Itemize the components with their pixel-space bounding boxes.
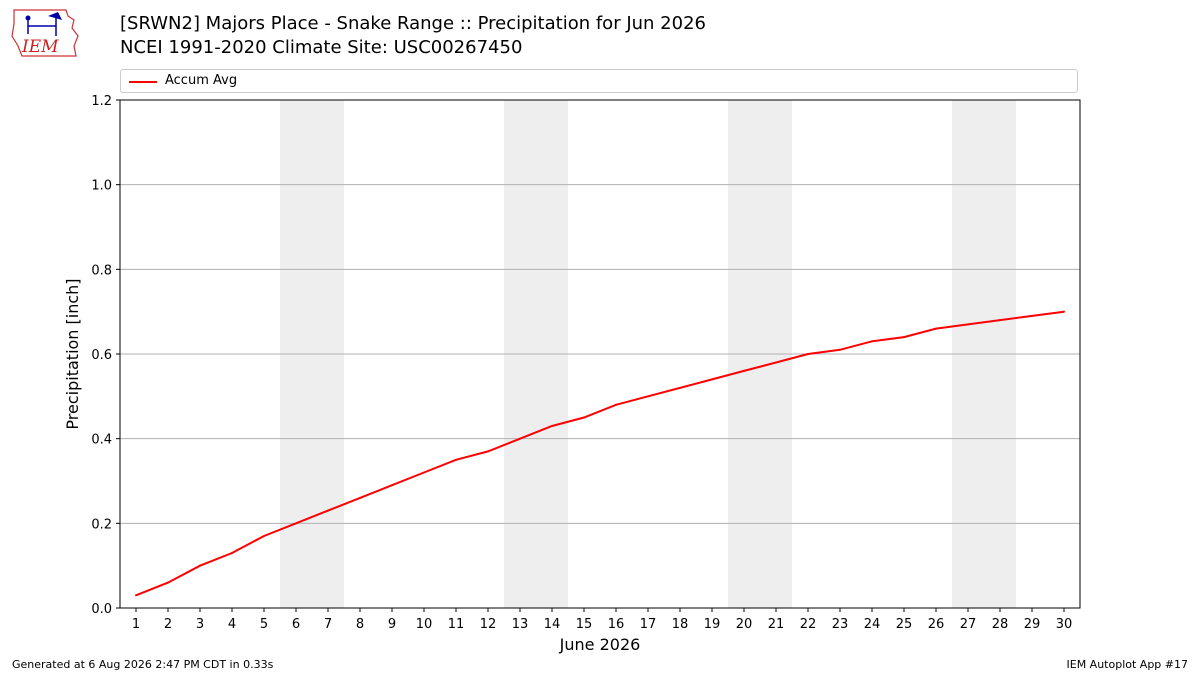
data-point-14 (583, 416, 585, 419)
x-tick-label-29: 30 (1056, 617, 1073, 632)
x-tick-label-17: 18 (672, 617, 689, 632)
data-point-1 (167, 581, 169, 584)
y-tick-label-3: 0.6 (91, 348, 112, 363)
data-point-23 (871, 340, 873, 343)
x-tick-label-22: 23 (832, 617, 849, 632)
data-point-16 (647, 395, 649, 398)
logo-text: IEM (21, 37, 59, 57)
data-point-24 (903, 336, 905, 339)
x-tick-label-2: 3 (196, 617, 204, 632)
data-point-20 (775, 361, 777, 364)
legend-label-accum-avg: Accum Avg (165, 73, 238, 88)
x-tick-label-18: 19 (704, 617, 721, 632)
x-tick-label-11: 12 (480, 617, 497, 632)
iem-logo: IEM (11, 9, 79, 57)
data-point-21 (807, 353, 809, 355)
x-tick-label-13: 14 (544, 617, 561, 632)
legend-swatch-accum-avg (129, 81, 157, 83)
data-point-15 (615, 403, 617, 406)
data-point-11 (487, 450, 489, 453)
data-point-19 (743, 369, 745, 372)
y-tick-label-6: 1.2 (91, 94, 112, 109)
x-tick-label-1: 2 (164, 617, 172, 632)
x-tick-label-16: 17 (640, 617, 657, 632)
data-point-0 (135, 594, 137, 597)
x-tick-label-23: 24 (864, 617, 881, 632)
x-tick-label-12: 13 (512, 617, 529, 632)
x-tick-label-7: 8 (356, 617, 364, 632)
data-point-13 (551, 424, 553, 427)
x-tick-label-20: 21 (768, 617, 785, 632)
x-tick-label-27: 28 (992, 617, 1009, 632)
data-point-17 (679, 386, 681, 389)
x-tick-label-24: 25 (896, 617, 913, 632)
grid-lines (120, 99, 1080, 609)
chart-title: [SRWN2] Majors Place - Snake Range :: Pr… (120, 13, 706, 34)
x-tick-label-14: 15 (576, 617, 593, 632)
x-tick-label-5: 6 (292, 617, 300, 632)
x-tick-label-10: 11 (448, 617, 465, 632)
x-tick-label-6: 7 (324, 617, 332, 632)
data-point-29 (1063, 310, 1065, 313)
y-tick-label-1: 0.2 (91, 517, 112, 532)
y-tick-label-4: 0.8 (91, 263, 112, 278)
x-tick-label-19: 20 (736, 617, 753, 632)
x-tick-label-28: 29 (1024, 617, 1041, 632)
footer-generated: Generated at 6 Aug 2026 2:47 PM CDT in 0… (12, 658, 274, 671)
data-point-6 (327, 509, 329, 512)
y-tick-label-5: 1.0 (91, 179, 112, 194)
data-point-27 (999, 319, 1001, 322)
x-tick-label-8: 9 (388, 617, 396, 632)
legend: Accum Avg (120, 69, 1078, 93)
x-tick-label-21: 22 (800, 617, 817, 632)
data-point-28 (1031, 314, 1033, 317)
x-tick-label-0: 1 (132, 617, 140, 632)
data-point-2 (199, 564, 201, 567)
data-point-8 (391, 484, 393, 487)
data-point-9 (423, 471, 425, 474)
series-line-accum-avg (135, 310, 1065, 597)
y-axis-label: Precipitation [inch] (63, 278, 82, 429)
x-axis-label: June 2026 (559, 635, 641, 654)
data-point-26 (967, 323, 969, 326)
x-tick-label-26: 27 (960, 617, 977, 632)
x-axis: 1 2 3 4 5 6 7 8 9 10 11 12 13 14 15 16 17 18 19 20 21 22 23 24 2… (132, 608, 1072, 632)
chart-subtitle: NCEI 1991-2020 Climate Site: USC00267450 (120, 37, 523, 58)
data-point-25 (935, 327, 937, 330)
data-point-18 (711, 378, 713, 381)
data-point-12 (519, 437, 521, 440)
data-point-4 (263, 535, 265, 538)
footer-app: IEM Autoplot App #17 (1066, 658, 1189, 671)
x-tick-label-3: 4 (228, 617, 236, 632)
data-point-5 (295, 522, 297, 525)
data-point-22 (839, 348, 841, 351)
series-layer (135, 310, 1065, 597)
data-point-7 (359, 496, 361, 499)
data-point-10 (455, 458, 457, 461)
y-tick-label-2: 0.4 (91, 433, 112, 448)
y-axis: 0.0 0.2 0.4 0.6 0.8 1.0 1.2 (91, 94, 120, 617)
y-tick-label-0: 0.0 (91, 602, 112, 617)
x-tick-label-15: 16 (608, 617, 625, 632)
x-tick-label-9: 10 (416, 617, 433, 632)
x-tick-label-25: 26 (928, 617, 945, 632)
data-point-3 (231, 551, 233, 554)
x-tick-label-4: 5 (260, 617, 268, 632)
